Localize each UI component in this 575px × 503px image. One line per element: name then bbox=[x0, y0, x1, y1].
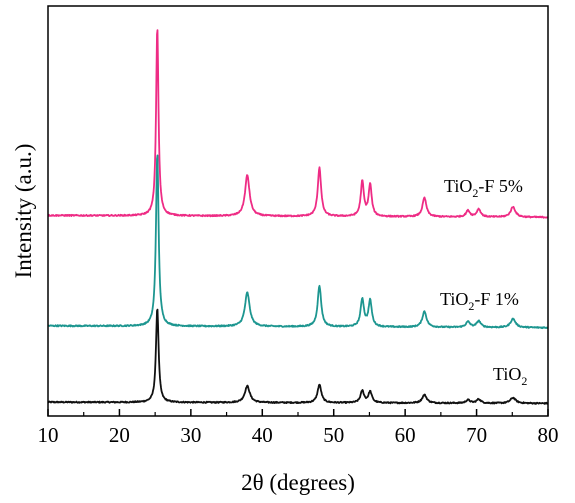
y-axis-title: Intensity (a.u.) bbox=[11, 144, 36, 279]
x-tick-label: 70 bbox=[466, 423, 487, 447]
x-tick-label: 60 bbox=[395, 423, 416, 447]
x-tick-label: 80 bbox=[538, 423, 559, 447]
x-tick-label: 10 bbox=[38, 423, 59, 447]
series-labels: TiO2 TiO2-F 1% TiO2-F 5% bbox=[440, 176, 527, 388]
series-label: TiO2-F 5% bbox=[444, 176, 523, 200]
plot-frame bbox=[47, 5, 549, 417]
series-label: TiO2 bbox=[493, 364, 527, 388]
series-line bbox=[47, 154, 549, 330]
x-axis-ticks: 10 20 30 40 50 60 70 80 bbox=[38, 409, 559, 447]
x-axis-title: 2θ (degrees) bbox=[241, 470, 355, 495]
x-tick-label: 40 bbox=[252, 423, 273, 447]
x-tick-label: 50 bbox=[323, 423, 344, 447]
x-tick-label: 30 bbox=[180, 423, 201, 447]
series-curves bbox=[47, 29, 549, 405]
series-line bbox=[47, 308, 549, 405]
x-tick-label: 20 bbox=[109, 423, 130, 447]
series-label: TiO2-F 1% bbox=[440, 289, 519, 313]
series-line bbox=[47, 29, 549, 219]
